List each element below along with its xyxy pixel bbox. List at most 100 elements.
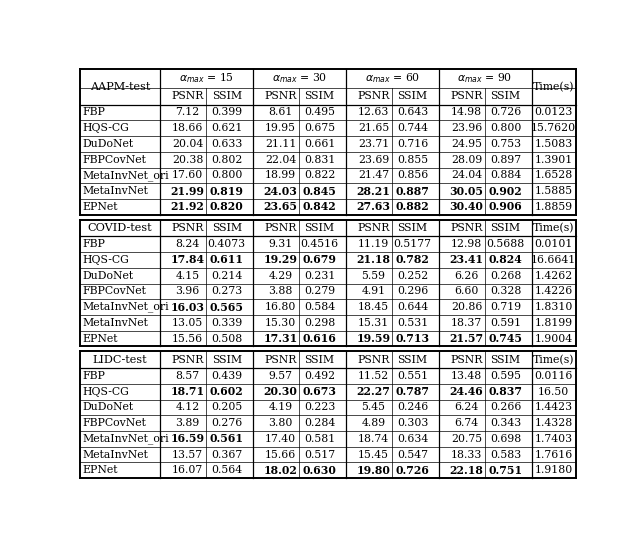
Text: 1.4328: 1.4328 — [534, 418, 573, 428]
Text: 0.565: 0.565 — [210, 302, 244, 313]
Text: 15.56: 15.56 — [172, 333, 204, 344]
Text: 3.89: 3.89 — [175, 418, 200, 428]
Text: PSNR: PSNR — [451, 223, 483, 233]
Text: 0.611: 0.611 — [210, 254, 244, 266]
Text: 0.246: 0.246 — [397, 402, 428, 412]
Text: 0.276: 0.276 — [211, 418, 243, 428]
Text: 0.223: 0.223 — [304, 402, 335, 412]
Text: SSIM: SSIM — [305, 354, 335, 365]
Text: PSNR: PSNR — [451, 91, 483, 101]
Text: 30.40: 30.40 — [449, 202, 483, 212]
Text: 17.84: 17.84 — [171, 254, 205, 266]
Text: 0.5177: 0.5177 — [394, 239, 431, 249]
Text: 0.787: 0.787 — [396, 386, 429, 397]
Text: PSNR: PSNR — [264, 223, 297, 233]
Text: 0.661: 0.661 — [304, 139, 335, 149]
Text: 4.15: 4.15 — [175, 270, 200, 281]
Text: 0.328: 0.328 — [490, 286, 521, 296]
Text: 21.18: 21.18 — [356, 254, 390, 266]
Text: FBPCovNet: FBPCovNet — [83, 154, 147, 165]
Text: 3.88: 3.88 — [268, 286, 293, 296]
Text: 1.5083: 1.5083 — [534, 139, 573, 149]
Text: 18.45: 18.45 — [358, 302, 389, 312]
Text: 15.31: 15.31 — [358, 318, 389, 328]
Text: 19.95: 19.95 — [265, 123, 296, 133]
Text: 0.547: 0.547 — [397, 450, 428, 460]
Text: 0.621: 0.621 — [211, 123, 243, 133]
Text: PSNR: PSNR — [451, 354, 483, 365]
Text: 15.30: 15.30 — [265, 318, 296, 328]
Text: 1.7616: 1.7616 — [534, 450, 573, 460]
Text: 0.831: 0.831 — [304, 154, 335, 165]
Text: SSIM: SSIM — [490, 223, 520, 233]
Text: 0.822: 0.822 — [304, 170, 335, 180]
Text: 0.802: 0.802 — [211, 154, 243, 165]
Text: 0.856: 0.856 — [397, 170, 428, 180]
Text: 0.492: 0.492 — [304, 371, 335, 381]
Text: 0.726: 0.726 — [490, 107, 521, 118]
Text: 16.80: 16.80 — [265, 302, 296, 312]
Text: 0.399: 0.399 — [211, 107, 243, 118]
Text: 0.630: 0.630 — [303, 465, 337, 476]
Text: 22.18: 22.18 — [449, 465, 483, 476]
Text: 28.09: 28.09 — [451, 154, 482, 165]
Text: $\alpha_{max}$ = 30: $\alpha_{max}$ = 30 — [271, 72, 327, 86]
Text: FBP: FBP — [83, 239, 106, 249]
Text: 17.31: 17.31 — [264, 333, 298, 344]
Text: 0.584: 0.584 — [304, 302, 335, 312]
Text: 0.343: 0.343 — [490, 418, 521, 428]
Text: PSNR: PSNR — [172, 91, 204, 101]
Text: 3.96: 3.96 — [175, 286, 200, 296]
Text: 0.0101: 0.0101 — [534, 239, 573, 249]
Text: 6.60: 6.60 — [454, 286, 479, 296]
Text: 0.887: 0.887 — [396, 185, 429, 197]
Text: 1.9004: 1.9004 — [534, 333, 573, 344]
Text: 18.02: 18.02 — [264, 465, 298, 476]
Text: 24.04: 24.04 — [451, 170, 482, 180]
Text: 0.268: 0.268 — [490, 270, 521, 281]
Text: 20.75: 20.75 — [451, 434, 482, 444]
Text: 18.33: 18.33 — [451, 450, 482, 460]
Text: SSIM: SSIM — [397, 354, 428, 365]
Text: 1.8199: 1.8199 — [534, 318, 573, 328]
Text: EPNet: EPNet — [83, 333, 118, 344]
Text: 0.824: 0.824 — [489, 254, 522, 266]
Text: 0.673: 0.673 — [303, 386, 337, 397]
Text: 0.4073: 0.4073 — [207, 239, 246, 249]
Text: 21.65: 21.65 — [358, 123, 389, 133]
Text: 0.675: 0.675 — [304, 123, 335, 133]
Text: 7.12: 7.12 — [175, 107, 200, 118]
Text: 0.782: 0.782 — [396, 254, 429, 266]
Text: 0.0123: 0.0123 — [534, 107, 573, 118]
Text: 13.57: 13.57 — [172, 450, 204, 460]
Text: 23.65: 23.65 — [264, 202, 298, 212]
Text: 0.906: 0.906 — [489, 202, 522, 212]
Text: 4.91: 4.91 — [362, 286, 386, 296]
Text: 21.99: 21.99 — [171, 185, 205, 197]
Text: 0.800: 0.800 — [211, 170, 243, 180]
Text: 0.0116: 0.0116 — [534, 371, 573, 381]
Text: 0.643: 0.643 — [397, 107, 428, 118]
Text: 0.296: 0.296 — [397, 286, 428, 296]
Text: 12.98: 12.98 — [451, 239, 482, 249]
Text: 0.339: 0.339 — [211, 318, 243, 328]
Text: 20.30: 20.30 — [264, 386, 298, 397]
Text: 0.252: 0.252 — [397, 270, 428, 281]
Text: 0.842: 0.842 — [303, 202, 337, 212]
Text: 16.03: 16.03 — [171, 302, 205, 313]
Text: 0.602: 0.602 — [210, 386, 244, 397]
Text: 15.66: 15.66 — [265, 450, 296, 460]
Text: 5.45: 5.45 — [362, 402, 385, 412]
Text: 0.583: 0.583 — [490, 450, 521, 460]
Text: 1.6528: 1.6528 — [534, 170, 573, 180]
Text: FBPCovNet: FBPCovNet — [83, 418, 147, 428]
Text: Time(s): Time(s) — [533, 82, 575, 92]
Text: 4.12: 4.12 — [175, 402, 200, 412]
Text: SSIM: SSIM — [490, 91, 520, 101]
Text: 23.96: 23.96 — [451, 123, 482, 133]
Text: 0.495: 0.495 — [304, 107, 335, 118]
Text: 6.74: 6.74 — [454, 418, 479, 428]
Text: PSNR: PSNR — [357, 91, 390, 101]
Text: 18.37: 18.37 — [451, 318, 482, 328]
Text: PSNR: PSNR — [357, 354, 390, 365]
